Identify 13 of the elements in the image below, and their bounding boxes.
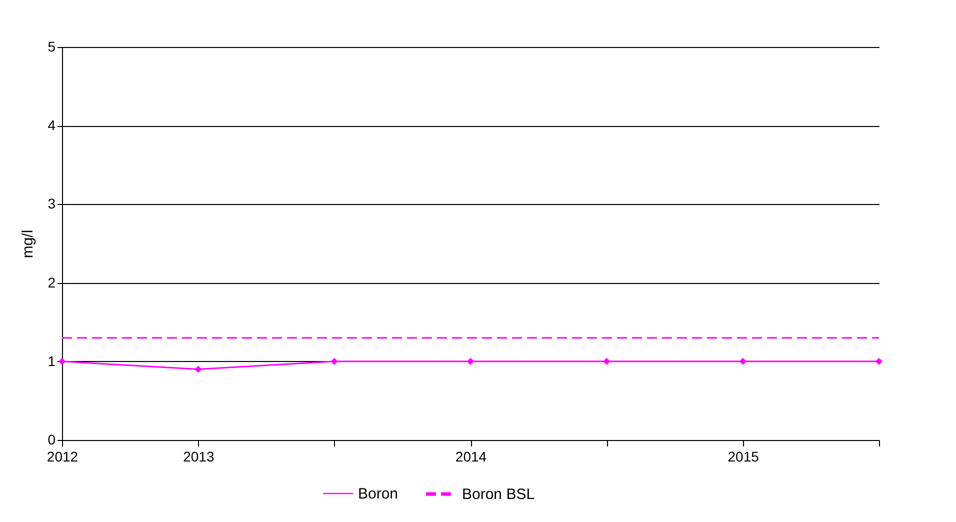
x-tick-label: 2014 — [455, 448, 487, 464]
y-tick-label: 0 — [48, 432, 56, 448]
x-tick-label: 2015 — [728, 448, 760, 464]
y-tick-label: 1 — [48, 352, 56, 369]
legend-label: Boron BSL — [462, 486, 535, 503]
y-tick-label: 3 — [48, 196, 56, 212]
y-tick-label: 5 — [48, 38, 56, 54]
x-tick-label: 2012 — [46, 448, 78, 464]
x-tick-label: 2013 — [183, 448, 214, 464]
legend-label: Boron — [358, 486, 398, 502]
y-tick-label: 4 — [48, 117, 56, 134]
y-axis-title: mg/l — [20, 230, 37, 258]
y-tick-label: 2 — [48, 274, 56, 290]
